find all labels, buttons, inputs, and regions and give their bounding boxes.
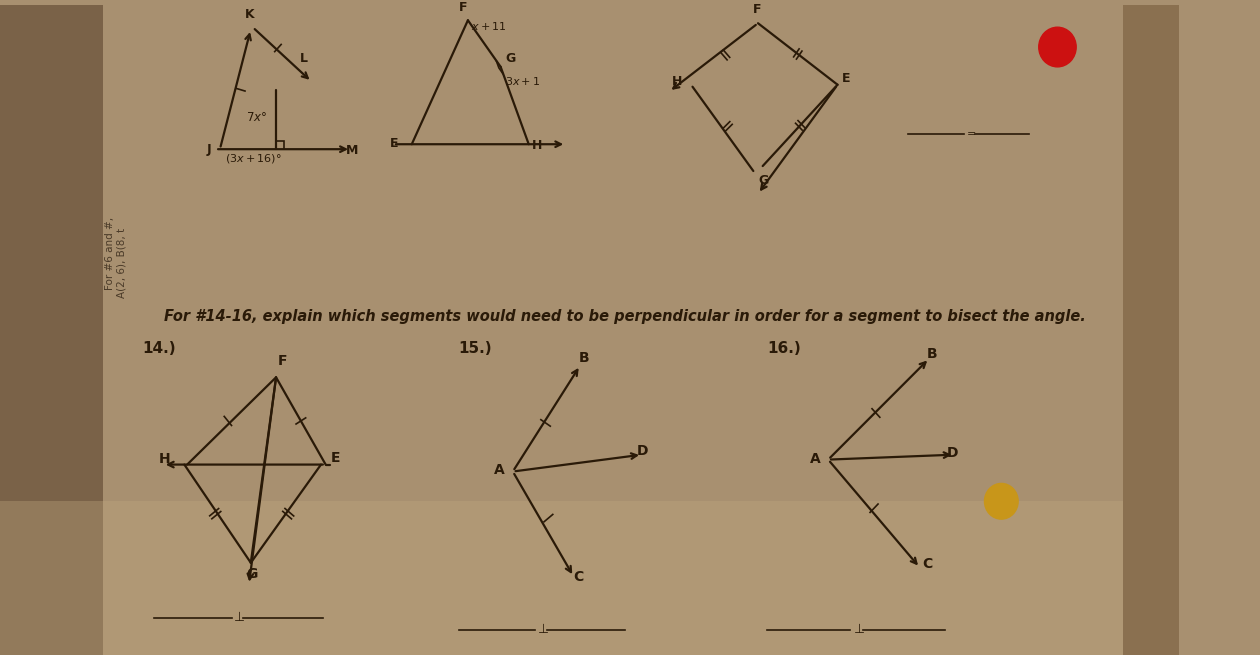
Text: D: D <box>636 443 648 458</box>
Text: H: H <box>532 140 542 152</box>
Text: F: F <box>459 1 467 14</box>
Text: $3x + 1$: $3x + 1$ <box>505 75 541 86</box>
Circle shape <box>1038 28 1076 67</box>
Text: A: A <box>494 464 505 477</box>
Text: C: C <box>922 557 932 571</box>
FancyBboxPatch shape <box>1123 5 1179 655</box>
FancyBboxPatch shape <box>0 5 103 655</box>
Text: K: K <box>246 9 255 21</box>
Text: $7x°$: $7x°$ <box>246 111 267 124</box>
Circle shape <box>984 483 1018 519</box>
Text: F: F <box>278 354 287 368</box>
Text: 15.): 15.) <box>459 341 493 356</box>
Text: H: H <box>672 75 682 88</box>
Text: For #14-16, explain which segments would need to be perpendicular in order for a: For #14-16, explain which segments would… <box>164 309 1086 324</box>
Text: $x + 11$: $x + 11$ <box>471 20 507 32</box>
Text: H: H <box>159 451 170 466</box>
Text: A: A <box>809 451 820 466</box>
Text: E: E <box>330 451 340 464</box>
Text: ⊥: ⊥ <box>234 611 244 624</box>
Text: M: M <box>346 144 359 157</box>
Text: 16.): 16.) <box>767 341 801 356</box>
Text: =: = <box>966 129 977 140</box>
Text: B: B <box>926 347 937 362</box>
Text: G: G <box>246 567 257 580</box>
Text: $(3x + 16)°$: $(3x + 16)°$ <box>224 151 281 164</box>
Text: ⊥: ⊥ <box>538 623 549 636</box>
Text: C: C <box>573 570 583 584</box>
FancyBboxPatch shape <box>0 501 1179 655</box>
Text: D: D <box>948 445 959 460</box>
Text: G: G <box>505 52 515 65</box>
Text: G: G <box>759 174 769 187</box>
Text: L: L <box>300 52 307 65</box>
Text: For #6 and #,: For #6 and #, <box>106 217 116 290</box>
Text: A(2, 6), B(8, t: A(2, 6), B(8, t <box>117 228 127 298</box>
Text: F: F <box>753 3 762 16</box>
Text: E: E <box>391 137 398 150</box>
Text: J: J <box>207 143 212 156</box>
Text: B: B <box>578 352 588 365</box>
Text: 14.): 14.) <box>142 341 176 356</box>
Text: ⊥: ⊥ <box>853 623 864 636</box>
Text: E: E <box>842 72 851 84</box>
